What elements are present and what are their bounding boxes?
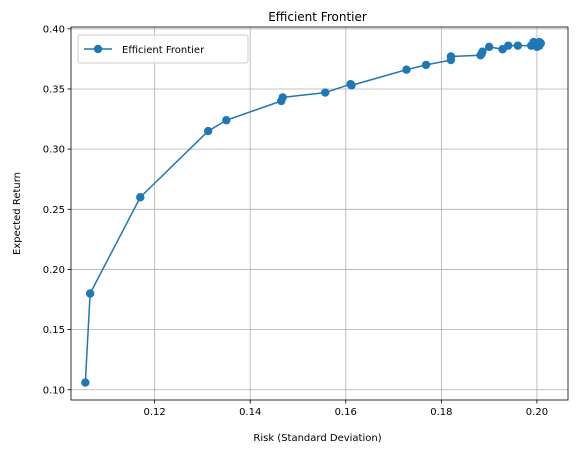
data-point	[535, 38, 543, 46]
data-point	[447, 52, 455, 60]
x-tick-label: 0.16	[335, 407, 357, 418]
y-tick-label: 0.20	[43, 265, 65, 276]
data-point	[204, 127, 212, 135]
x-tick-label: 0.14	[239, 407, 261, 418]
y-tick-label: 0.10	[43, 385, 65, 396]
y-tick-label: 0.15	[43, 325, 65, 336]
x-tick-label: 0.20	[526, 407, 548, 418]
data-point	[279, 93, 287, 101]
data-point	[402, 66, 410, 74]
data-point	[136, 193, 144, 201]
x-axis-title: Risk (Standard Deviation)	[253, 433, 381, 444]
data-point	[222, 116, 230, 124]
legend: Efficient Frontier	[78, 35, 248, 63]
x-tick-label: 0.12	[143, 407, 165, 418]
y-axis-title: Expected Return	[12, 172, 23, 255]
legend-entry-label: Efficient Frontier	[122, 45, 205, 56]
y-tick-label: 0.35	[43, 84, 65, 95]
x-tick-label: 0.18	[430, 407, 452, 418]
data-point	[81, 378, 89, 386]
legend-marker-swatch	[94, 45, 102, 53]
data-point	[422, 61, 430, 69]
data-point	[86, 289, 94, 297]
data-point	[514, 41, 522, 49]
chart-title: Efficient Frontier	[268, 10, 367, 24]
data-point	[347, 81, 355, 89]
y-tick-label: 0.40	[43, 24, 65, 35]
data-point	[321, 88, 329, 96]
data-point	[504, 41, 512, 49]
y-tick-label: 0.25	[43, 205, 65, 216]
data-point	[485, 43, 493, 51]
y-tick-label: 0.30	[43, 145, 65, 156]
